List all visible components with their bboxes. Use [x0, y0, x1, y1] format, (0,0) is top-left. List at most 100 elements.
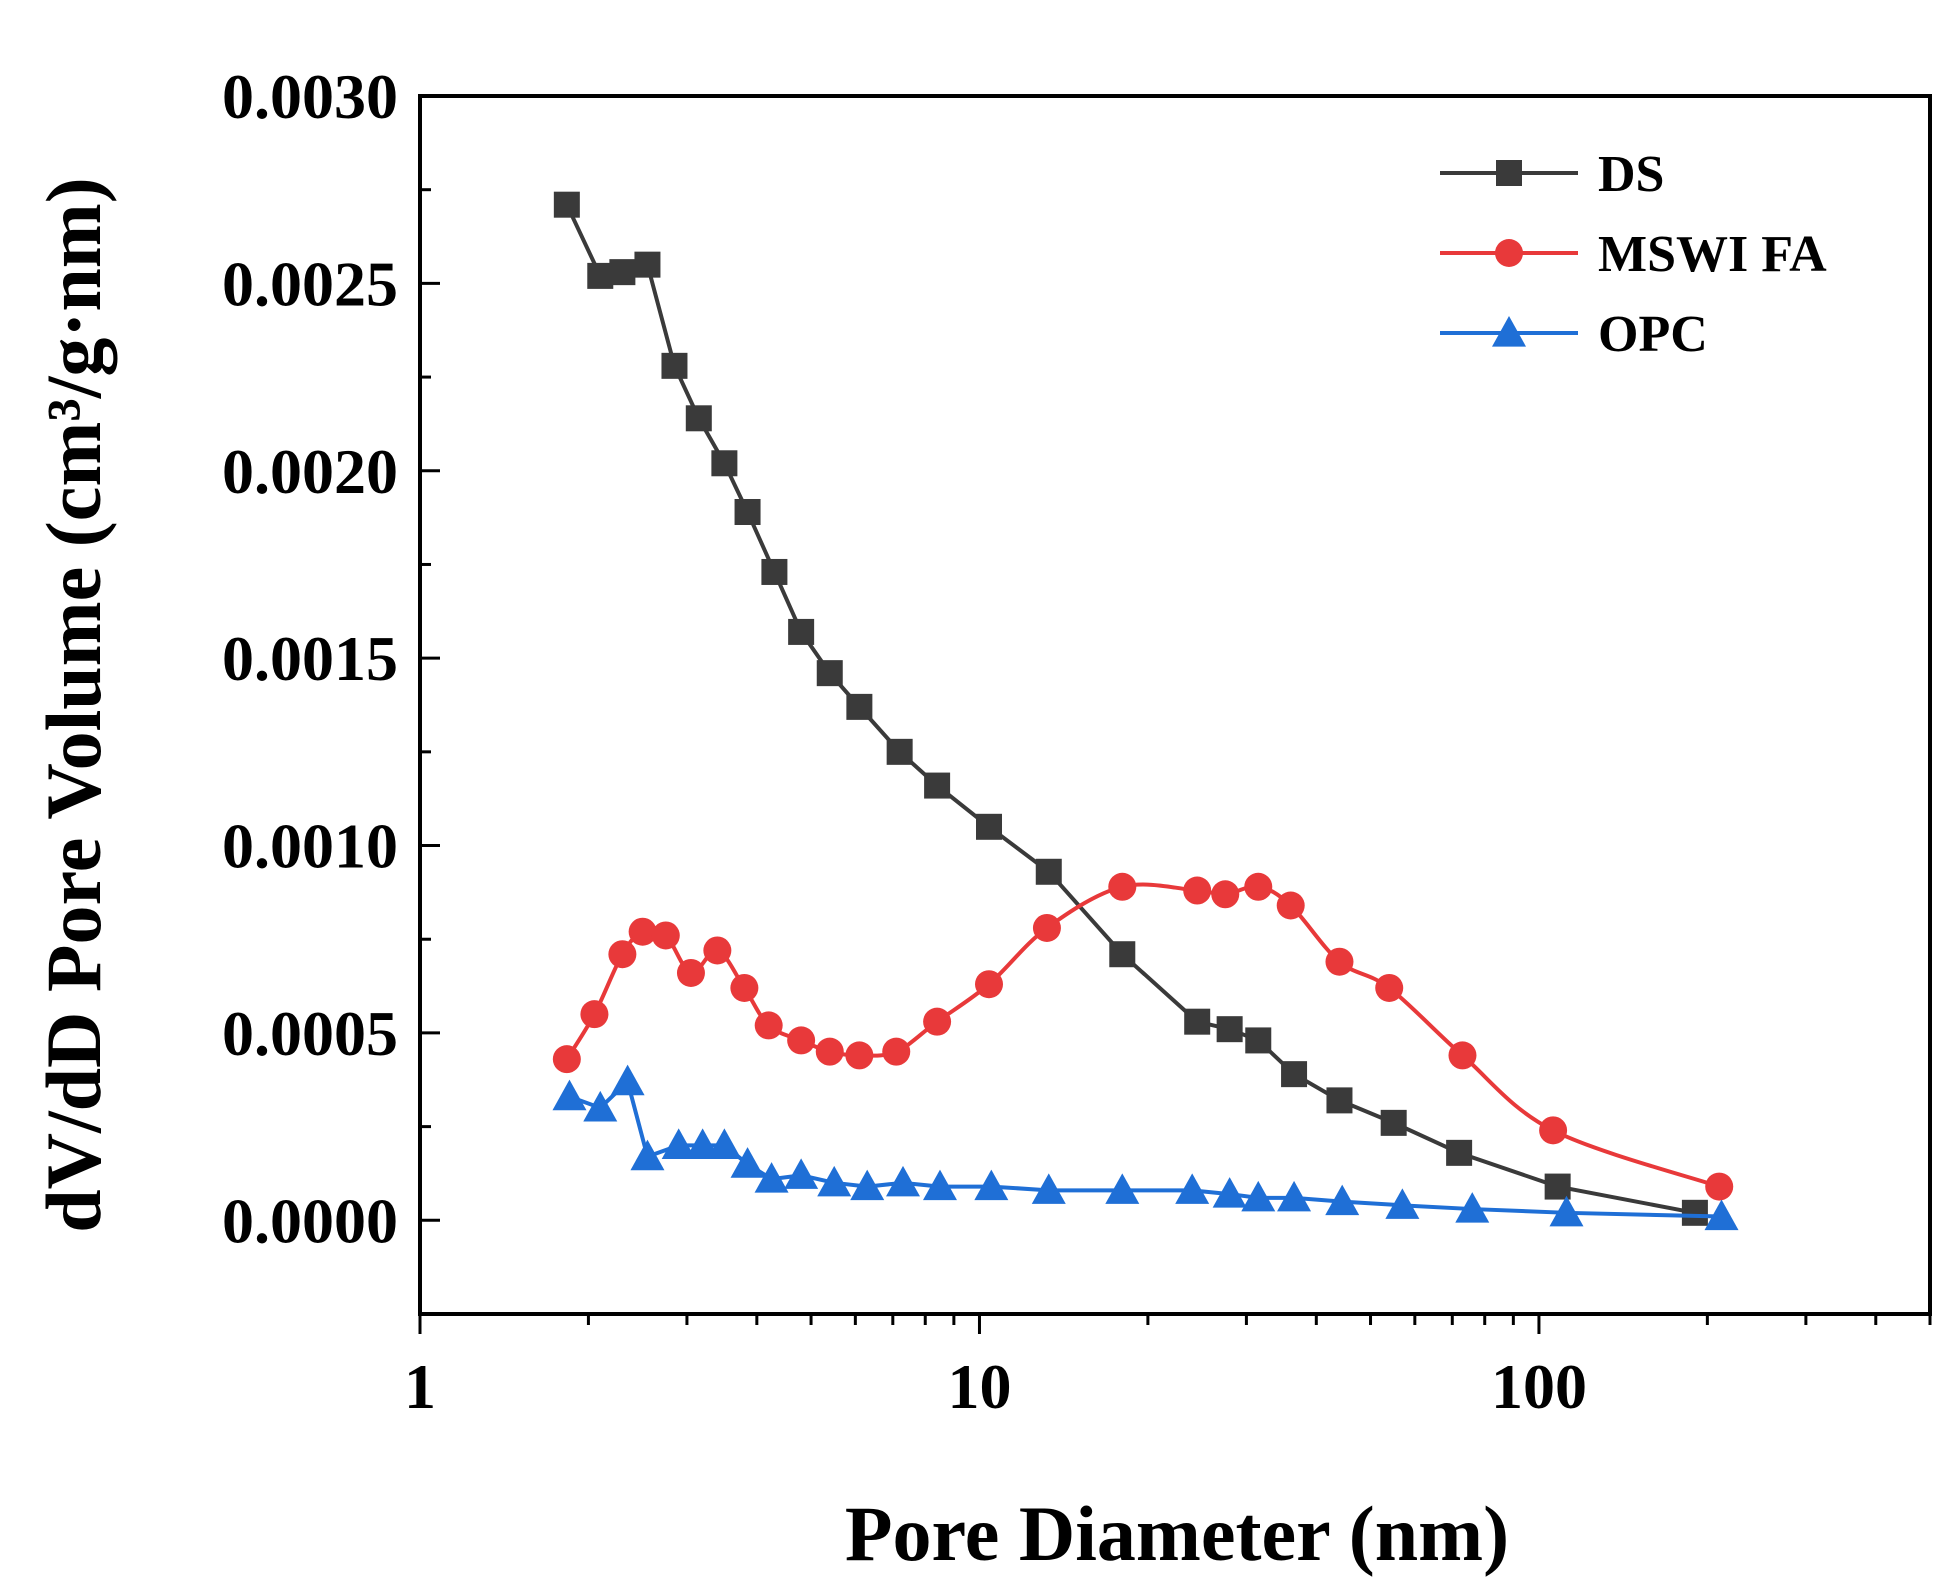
data-point-mswi-fa: [1211, 880, 1240, 909]
legend-marker: [1496, 160, 1522, 186]
data-point-mswi-fa: [608, 940, 637, 969]
data-point-mswi-fa: [1539, 1116, 1568, 1145]
data-point-opc: [1031, 1173, 1066, 1204]
series-opc: [552, 1064, 1739, 1231]
series-line-ds: [565, 203, 1696, 1215]
data-point-mswi-fa: [730, 973, 759, 1002]
series-ds: [553, 191, 1708, 1226]
data-point-ds: [587, 262, 614, 289]
data-point-opc: [1385, 1188, 1420, 1219]
data-point-ds: [1245, 1027, 1272, 1054]
data-point-ds: [788, 618, 815, 645]
x-tick-label: 100: [1491, 1351, 1587, 1422]
legend-item-mswi-fa: MSWI FA: [1440, 226, 1827, 283]
legend-marker: [1492, 316, 1526, 347]
data-point-ds: [924, 772, 951, 799]
data-point-ds: [685, 405, 712, 432]
legend-label: MSWI FA: [1598, 226, 1827, 283]
data-point-opc: [1325, 1184, 1360, 1216]
x-axis-title: Pore Diameter (nm): [845, 1490, 1509, 1577]
data-point-opc: [552, 1079, 587, 1111]
data-point-ds: [976, 813, 1003, 840]
plot-frame: [418, 94, 1932, 1316]
y-tick-label: 0.0030: [222, 61, 398, 132]
data-point-mswi-fa: [1448, 1041, 1477, 1070]
data-point-ds: [634, 251, 661, 278]
data-point-mswi-fa: [1375, 973, 1404, 1002]
data-point-mswi-fa: [628, 917, 657, 946]
data-point-opc: [610, 1064, 645, 1096]
data-point-ds: [1544, 1173, 1571, 1200]
x-axis-ticks: 1 10 100: [404, 1314, 1932, 1422]
data-point-mswi-fa: [1183, 876, 1212, 905]
data-point-ds: [1184, 1008, 1211, 1035]
data-point-mswi-fa: [754, 1011, 783, 1040]
data-point-opc: [922, 1169, 957, 1201]
data-point-ds: [1446, 1139, 1473, 1166]
data-point-opc: [754, 1162, 789, 1193]
data-point-opc: [1241, 1180, 1276, 1212]
data-point-mswi-fa: [975, 970, 1004, 999]
data-point-opc: [661, 1128, 696, 1159]
series-line-mswi-fa: [565, 882, 1720, 1189]
y-tick-label: 0.0025: [222, 248, 398, 319]
legend-label: OPC: [1598, 306, 1708, 363]
legend-item-opc: OPC: [1440, 306, 1708, 363]
y-tick-label: 0.0020: [222, 436, 398, 507]
data-point-opc: [886, 1165, 921, 1197]
data-point-mswi-fa: [651, 921, 680, 950]
x-tick-label: 1: [404, 1351, 436, 1422]
data-point-ds: [1326, 1087, 1353, 1114]
data-point-opc: [583, 1090, 618, 1122]
legend: DS MSWI FA OPC: [1440, 146, 1827, 363]
data-point-ds: [761, 558, 788, 585]
data-point-ds: [609, 259, 636, 286]
data-point-ds: [1216, 1016, 1243, 1043]
data-point-opc: [685, 1128, 720, 1159]
data-point-ds: [1035, 858, 1062, 885]
data-point-ds: [886, 738, 913, 765]
data-point-ds: [661, 352, 688, 379]
data-point-opc: [850, 1169, 885, 1201]
data-point-mswi-fa: [1108, 872, 1137, 901]
data-point-opc: [784, 1158, 819, 1189]
data-point-mswi-fa: [580, 1000, 609, 1029]
series-layer: [552, 191, 1739, 1231]
data-point-opc: [1455, 1192, 1490, 1223]
data-point-opc: [1105, 1173, 1140, 1204]
legend-item-ds: DS: [1440, 146, 1664, 203]
data-point-mswi-fa: [1276, 891, 1305, 920]
y-axis-ticks: 0.0000 0.0005 0.0010 0.0015 0.0020 0.0025 0.00…: [222, 61, 440, 1316]
data-point-opc: [1212, 1177, 1247, 1208]
y-tick-label: 0.0010: [222, 811, 398, 882]
data-point-opc: [817, 1165, 852, 1197]
data-point-mswi-fa: [1705, 1172, 1734, 1201]
data-point-ds: [1681, 1199, 1708, 1226]
x-tick-label: 10: [947, 1351, 1011, 1422]
data-point-ds: [1281, 1061, 1308, 1088]
y-tick-label: 0.0000: [222, 1185, 398, 1256]
data-point-mswi-fa: [703, 936, 732, 965]
data-point-ds: [711, 450, 738, 477]
data-point-ds: [553, 191, 580, 218]
data-point-opc: [630, 1139, 665, 1171]
data-point-mswi-fa: [1244, 872, 1273, 901]
data-point-mswi-fa: [1032, 913, 1061, 942]
data-point-mswi-fa: [552, 1045, 581, 1074]
series-mswi-fa: [552, 872, 1734, 1201]
data-point-opc: [1549, 1195, 1584, 1227]
data-point-ds: [816, 660, 843, 687]
data-point-mswi-fa: [676, 958, 705, 987]
data-point-ds: [734, 498, 761, 525]
legend-label: DS: [1598, 146, 1664, 203]
y-tick-label: 0.0005: [222, 998, 398, 1069]
data-point-ds: [1109, 941, 1136, 968]
y-axis-title: dV/dD Pore Volume (cm³/g·nm): [30, 177, 117, 1232]
data-point-opc: [1277, 1180, 1312, 1212]
legend-marker: [1495, 239, 1523, 267]
data-point-opc: [1175, 1173, 1210, 1204]
data-point-mswi-fa: [882, 1037, 911, 1066]
data-point-ds: [846, 693, 873, 720]
data-point-opc: [707, 1128, 742, 1159]
